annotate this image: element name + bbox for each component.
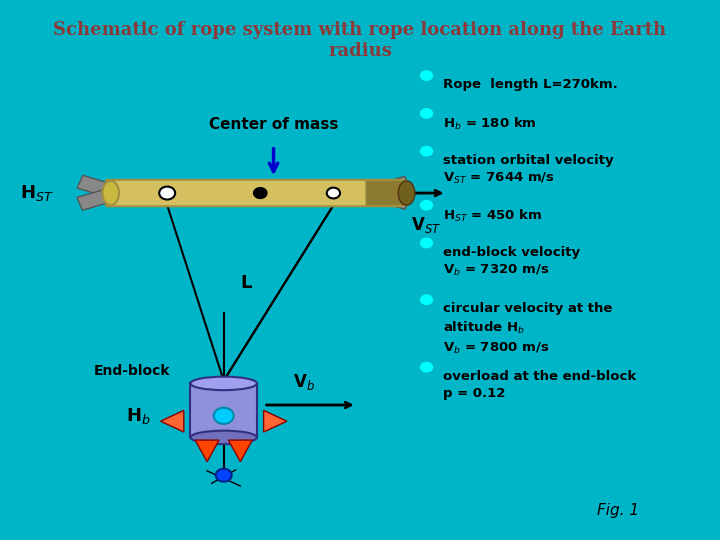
Ellipse shape: [102, 181, 119, 205]
Polygon shape: [195, 440, 219, 462]
Circle shape: [420, 108, 433, 119]
Ellipse shape: [191, 377, 257, 390]
Circle shape: [216, 469, 232, 482]
FancyBboxPatch shape: [106, 180, 401, 206]
Text: overload at the end-block
p = 0.12: overload at the end-block p = 0.12: [443, 370, 636, 400]
Circle shape: [420, 146, 433, 157]
FancyBboxPatch shape: [77, 176, 117, 198]
Circle shape: [253, 188, 267, 198]
Text: End-block: End-block: [94, 364, 171, 378]
Text: H$_b$ = 180 km: H$_b$ = 180 km: [443, 116, 536, 132]
Text: Center of mass: Center of mass: [209, 117, 338, 132]
Text: L: L: [240, 274, 252, 293]
Polygon shape: [161, 410, 184, 432]
Ellipse shape: [398, 181, 415, 205]
Text: Schematic of rope system with rope location along the Earth: Schematic of rope system with rope locat…: [53, 21, 667, 39]
Circle shape: [159, 186, 175, 200]
Text: circular velocity at the
altitude H$_b$
V$_b$ = 7800 m/s: circular velocity at the altitude H$_b$ …: [443, 302, 613, 356]
Text: H$_{ST}$ = 450 km: H$_{ST}$ = 450 km: [443, 208, 542, 224]
Text: V$_b$: V$_b$: [292, 372, 315, 392]
Circle shape: [420, 70, 433, 81]
Text: V$_{ST}$: V$_{ST}$: [411, 215, 441, 235]
Circle shape: [327, 188, 340, 198]
FancyBboxPatch shape: [77, 187, 117, 210]
Polygon shape: [264, 410, 287, 432]
Text: Rope  length L=270km.: Rope length L=270km.: [443, 78, 618, 91]
Ellipse shape: [191, 431, 257, 444]
FancyBboxPatch shape: [371, 186, 410, 210]
FancyBboxPatch shape: [366, 180, 408, 206]
Polygon shape: [228, 440, 252, 462]
Circle shape: [420, 294, 433, 305]
Text: station orbital velocity
V$_{ST}$ = 7644 m/s: station orbital velocity V$_{ST}$ = 7644…: [443, 154, 613, 186]
Text: radius: radius: [328, 42, 392, 60]
Text: Fig. 1: Fig. 1: [597, 503, 639, 518]
Text: H$_{ST}$: H$_{ST}$: [20, 183, 54, 203]
Text: H$_b$: H$_b$: [126, 406, 150, 426]
Circle shape: [420, 200, 433, 211]
Text: end-block velocity
V$_b$ = 7320 m/s: end-block velocity V$_b$ = 7320 m/s: [443, 246, 580, 278]
FancyBboxPatch shape: [370, 176, 410, 199]
Circle shape: [420, 362, 433, 373]
Circle shape: [420, 238, 433, 248]
FancyBboxPatch shape: [191, 383, 257, 437]
Circle shape: [214, 408, 234, 424]
